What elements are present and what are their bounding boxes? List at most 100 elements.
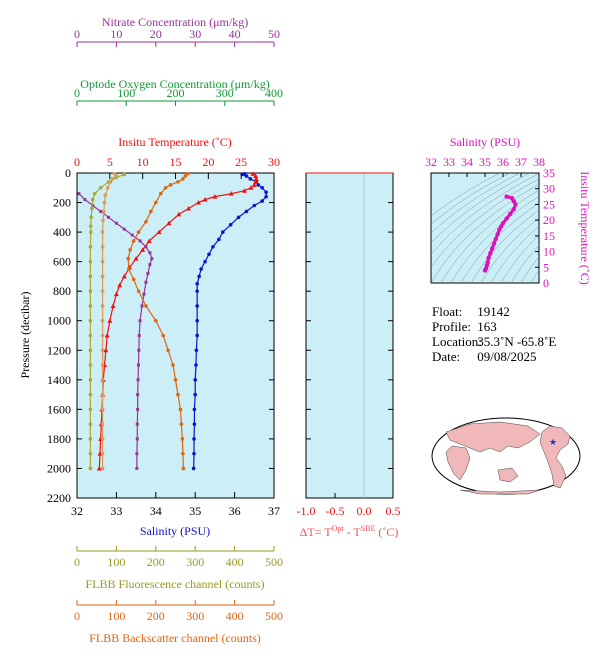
temperature-point — [117, 282, 123, 288]
profile-panel-background — [76, 172, 275, 499]
pressure-axis-title: Pressure (decibar) — [18, 292, 32, 379]
nitrate-point — [136, 407, 140, 411]
fluorescence-point — [88, 392, 93, 397]
float-location-marker-icon: ★ — [549, 438, 557, 448]
temperature-point — [121, 273, 127, 279]
density-contour — [510, 244, 539, 283]
backscatter-point — [100, 392, 105, 397]
nitrate-point — [137, 334, 141, 337]
salinity-point — [244, 209, 249, 214]
oxygen-point — [181, 466, 186, 471]
map-land-australia — [497, 467, 519, 483]
oxygen-point — [179, 422, 184, 426]
oxygen-point — [161, 333, 165, 338]
ts-profile-point — [491, 241, 497, 246]
fluorescence-point — [88, 333, 93, 338]
salinity-tick-label: 34 — [150, 504, 162, 518]
salinity-point — [192, 451, 196, 456]
salinity-point — [236, 215, 241, 220]
oxygen-point — [171, 363, 175, 367]
ts-temperature-tick-label: 15 — [543, 229, 555, 243]
backscatter-tick-label: 300 — [186, 609, 204, 623]
temperature-tick-label: 30 — [268, 155, 280, 169]
oxygen-point — [126, 267, 131, 271]
salinity-point — [264, 190, 268, 195]
fluorescence-tick-label: 400 — [226, 555, 244, 569]
ts-salinity-tick-label: 38 — [533, 155, 545, 169]
salinity-point — [264, 194, 268, 199]
ts-temperature-tick-label: 20 — [543, 213, 555, 227]
salinity-tick-label: 32 — [71, 504, 83, 518]
ts-salinity-tick-label: 32 — [425, 155, 437, 169]
ts-salinity-tick-label: 35 — [479, 155, 491, 169]
backscatter-point — [108, 180, 113, 184]
nitrate-point — [135, 437, 139, 441]
fluorescence-point — [90, 206, 94, 211]
pressure-tick-label: 800 — [53, 284, 71, 298]
oxygen-point — [126, 256, 131, 261]
ts-profile-point — [490, 246, 495, 251]
density-contour — [490, 225, 539, 283]
salinity-tick-label: 36 — [229, 504, 241, 518]
profile-row: Profile: 163 — [432, 319, 556, 334]
ts-profile-point — [493, 236, 498, 242]
ts-temperature-tick-label: 0 — [543, 276, 549, 290]
temperature-point — [228, 191, 234, 196]
oxygen-point — [136, 289, 141, 293]
density-contour — [431, 173, 501, 217]
oxygen-point — [180, 437, 185, 441]
density-contour — [431, 173, 511, 225]
backscatter-point — [100, 451, 105, 456]
density-contour — [460, 202, 539, 283]
salinity-point — [207, 252, 211, 257]
date-value: 09/08/2025 — [477, 349, 537, 364]
oxygen-point — [163, 185, 168, 190]
salinity-tick-label: 37 — [268, 504, 280, 518]
ts-salinity-axis-title: Salinity (PSU) — [450, 135, 520, 149]
temperature-point — [176, 211, 182, 217]
location-label: Location: — [432, 334, 482, 349]
profile-marks — [77, 171, 268, 471]
float-info: Float: 19142 Profile: 163 Location: 35.3… — [432, 304, 556, 364]
nitrate-point — [146, 271, 150, 275]
fluorescence-tick-label: 300 — [186, 555, 204, 569]
float-label: Float: — [432, 304, 463, 319]
backscatter-tick-label: 100 — [107, 609, 125, 623]
fluorescence-point — [88, 466, 93, 471]
ts-temperature-tick-label: 35 — [543, 166, 555, 180]
pressure-tick-label: 2000 — [47, 461, 71, 475]
temperature-point — [202, 197, 208, 202]
temperature-point — [113, 291, 119, 297]
delta-t-axes: -1.0 -0.5 0.0 0.5 — [297, 172, 401, 518]
salinity-point — [256, 183, 261, 187]
oxygen-point — [176, 180, 180, 184]
pressure-tick-label: 200 — [53, 196, 71, 210]
nitrate-point — [136, 363, 140, 367]
ts-profile-point — [495, 232, 500, 237]
nitrate-point — [135, 422, 139, 426]
nitrate-point — [136, 378, 140, 382]
salinity-point — [193, 378, 197, 382]
density-contour — [470, 209, 539, 283]
profile-label: Profile: — [432, 319, 471, 334]
pressure-tick-label: 1000 — [47, 314, 71, 328]
oxygen-point — [136, 230, 141, 234]
pressure-tick-label: 1800 — [47, 432, 71, 446]
salinity-point — [244, 174, 249, 178]
backscatter-point — [100, 363, 105, 367]
temperature-axis-title: Insitu Temperature (˚C) — [118, 135, 232, 149]
fluorescence-point — [98, 185, 103, 190]
oxygen-point — [144, 304, 148, 308]
nitrate-tick-label: 20 — [150, 27, 162, 41]
pressure-tick-label: 1400 — [47, 373, 71, 387]
nitrate-line — [78, 193, 153, 469]
salinity-axis-title: Salinity (PSU) — [140, 524, 210, 538]
salinity-point — [248, 177, 253, 181]
ts-profile-point — [504, 194, 509, 199]
salinity-point — [194, 363, 198, 367]
density-contour — [431, 178, 539, 268]
temperature-point — [212, 194, 218, 199]
temperature-point — [166, 220, 172, 226]
temperature-point — [186, 205, 192, 211]
backscatter-point — [101, 209, 106, 214]
